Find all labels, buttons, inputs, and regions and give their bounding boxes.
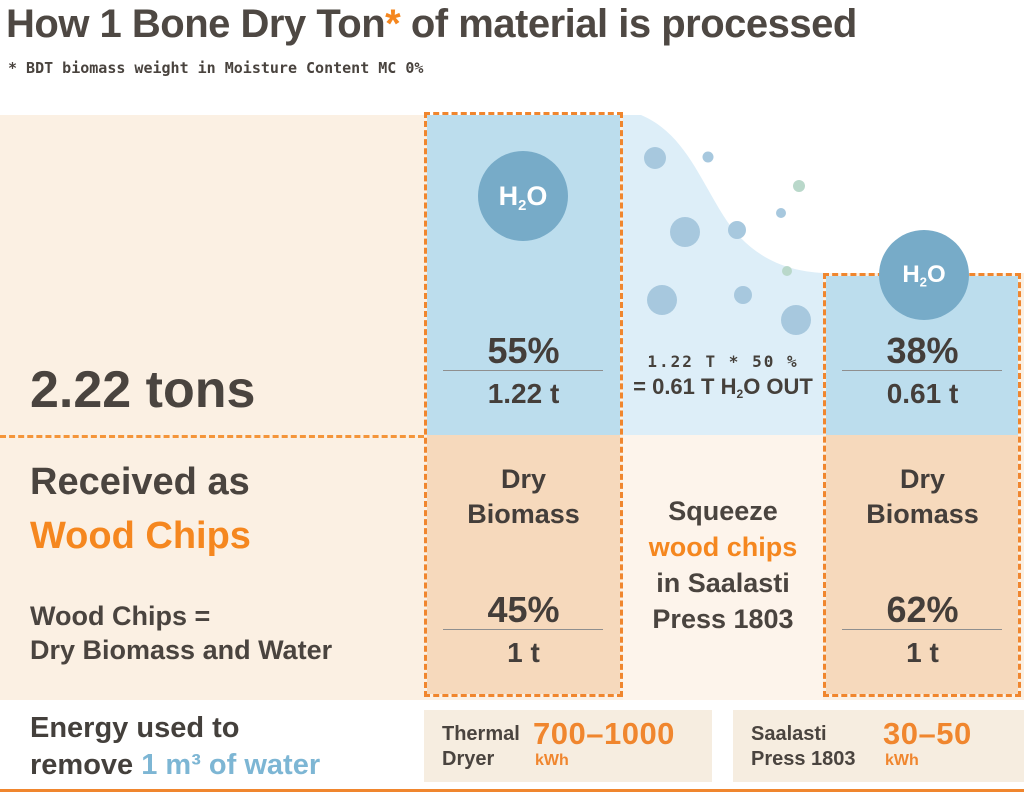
water-out-formula-line1: 1.22 T * 50 % <box>647 352 799 371</box>
card-name: Thermal Dryer <box>442 722 520 772</box>
title-asterisk: * <box>385 2 401 46</box>
card-name-line2: Dryer <box>442 748 495 770</box>
dryer-biomass-label-line2: Biomass <box>467 499 580 529</box>
press-biomass-percent: 62% <box>886 589 959 630</box>
dryer-biomass-label-line1: Dry <box>500 464 547 494</box>
dryer-biomass-divider <box>443 629 603 630</box>
press-biomass-label-line1: Dry <box>899 464 946 494</box>
h2o-text: H <box>902 261 920 288</box>
dryer-water-percent: 55% <box>487 330 560 371</box>
h2o-icon: H2O <box>879 230 969 320</box>
squeeze-caption-line4: Press 1803 <box>652 604 794 634</box>
squeeze-caption-line3: in Saalasti <box>656 568 790 598</box>
energy-label-line2: remove 1 m³ of water <box>30 749 320 782</box>
dryer-biomass-section <box>427 435 620 694</box>
dryer-water-tons: 1.22 t <box>487 378 560 409</box>
formula-suffix: O OUT <box>743 374 813 399</box>
title-text-suffix: of material is processed <box>400 2 857 46</box>
squeeze-caption-line1: Squeeze <box>668 496 778 526</box>
press-biomass-section <box>826 435 1018 694</box>
squeeze-caption-line2: wood chips <box>648 532 798 562</box>
press-biomass-label-line2: Biomass <box>866 499 979 529</box>
press-biomass-divider <box>842 629 1002 630</box>
page-title: How 1 Bone Dry Ton* of material is proce… <box>6 2 1016 47</box>
dryer-water-divider <box>443 370 603 371</box>
press-water-tons: 0.61 t <box>886 378 959 409</box>
h2o-text: H <box>498 180 519 211</box>
press-water-divider <box>842 370 1002 371</box>
wood-chips-label: Wood Chips <box>30 515 251 557</box>
bottom-accent-line <box>0 789 1024 792</box>
h2o-text-o: O <box>927 261 946 288</box>
energy-unit: kWh <box>535 752 569 769</box>
h2o-text-o: O <box>526 180 548 211</box>
water-out-formula-line2: = 0.61 T H2O OUT <box>623 374 823 400</box>
energy-remove-text: remove <box>30 749 142 781</box>
total-weight: 2.22 tons <box>30 361 256 419</box>
water-drops-icon <box>623 115 823 435</box>
energy-label-line1: Energy used to <box>30 712 240 744</box>
press-biomass-tons: 1 t <box>906 637 939 668</box>
h2o-subscript: 2 <box>518 197 527 214</box>
h2o-icon: H2O <box>478 151 568 241</box>
card-name: Saalasti Press 1803 <box>751 722 856 772</box>
title-text: How 1 Bone Dry Ton <box>6 2 386 46</box>
card-name-line1: Saalasti <box>751 723 827 745</box>
water-volume-highlight: 1 m³ of water <box>141 749 321 781</box>
h2o-subscript: 2 <box>919 274 927 290</box>
water-flow-area <box>623 115 823 435</box>
press-water-percent: 38% <box>886 330 959 371</box>
footnote-subtitle: * BDT biomass weight in Moisture Content… <box>8 59 424 77</box>
wood-chips-equation-line2: Dry Biomass and Water <box>30 635 333 665</box>
card-name-line2: Press 1803 <box>751 748 856 770</box>
dashed-separator-line <box>0 435 424 438</box>
formula-subscript: 2 <box>736 387 744 402</box>
energy-unit: kWh <box>885 752 919 769</box>
saalasti-press-column <box>823 273 1021 697</box>
formula-prefix: = 0.61 T H <box>633 374 737 399</box>
dryer-biomass-tons: 1 t <box>507 637 540 668</box>
dryer-biomass-percent: 45% <box>487 589 560 630</box>
middle-column-background <box>623 435 823 700</box>
received-as-label: Received as <box>30 461 250 503</box>
card-name-line1: Thermal <box>442 723 520 745</box>
wood-chips-equation-line1: Wood Chips = <box>30 601 211 631</box>
thermal-dryer-energy-card: Thermal Dryer 700–1000 kWh <box>424 710 712 782</box>
energy-value: 30–50 <box>883 716 972 751</box>
saalasti-press-energy-card: Saalasti Press 1803 30–50 kWh <box>733 710 1024 782</box>
energy-value: 700–1000 <box>533 716 675 751</box>
